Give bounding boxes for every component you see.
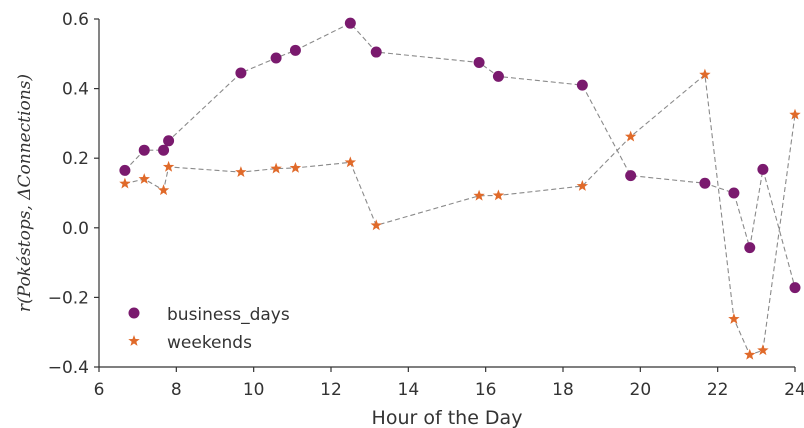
y-tick-label: 0.4: [62, 80, 89, 100]
data-point-business_days: [492, 70, 504, 82]
data-point-business_days: [473, 57, 485, 68]
y-tick-label: 0.2: [62, 149, 89, 169]
x-tick-label: 16: [475, 380, 497, 400]
data-point-weekends: [492, 189, 505, 201]
x-axis-title: Hour of the Day: [372, 407, 523, 428]
series-line-business_days: [124, 22, 796, 288]
data-point-business_days: [576, 79, 588, 91]
x-tick-label: 8: [171, 380, 182, 400]
data-point-business_days: [789, 282, 801, 294]
y-axis-title: r(Pokéstops, ΔConnections): [15, 74, 35, 312]
series-line-weekends: [124, 73, 796, 356]
data-point-weekends: [370, 219, 382, 231]
data-point-business_days: [344, 17, 356, 29]
data-point-business_days: [370, 46, 382, 58]
data-point-weekends: [157, 184, 170, 196]
x-tick-label: 10: [243, 380, 265, 400]
y-tick-label: 0.0: [62, 219, 89, 239]
x-tick-label: 20: [630, 380, 652, 400]
data-point-business_days: [235, 67, 247, 79]
data-point-weekends: [624, 130, 637, 142]
data-point-weekends: [119, 177, 131, 189]
y-tick-label: −0.2: [48, 288, 89, 308]
data-point-weekends: [344, 156, 357, 168]
legend-marker-weekends: [128, 335, 140, 346]
data-point-business_days: [699, 177, 711, 189]
legend-marker-business-days: [128, 307, 140, 319]
x-tick-label: 14: [398, 380, 420, 400]
data-point-business_days: [163, 135, 175, 147]
data-point-business_days: [158, 144, 170, 156]
data-point-weekends: [744, 348, 756, 360]
data-point-weekends: [473, 189, 485, 201]
legend-label-weekends: weekends: [167, 333, 252, 353]
data-point-business_days: [138, 144, 150, 156]
x-tick-label: 22: [707, 380, 729, 400]
x-tick-label: 6: [94, 380, 105, 400]
y-tick-label: −0.4: [48, 358, 89, 378]
data-point-weekends: [289, 161, 302, 173]
data-point-business_days: [757, 163, 769, 175]
data-point-weekends: [270, 162, 282, 174]
points-layer: [119, 17, 801, 360]
y-tick-label: 0.6: [62, 10, 89, 30]
data-point-business_days: [289, 44, 301, 56]
data-point-weekends: [728, 312, 740, 324]
legend: business_days weekends: [128, 305, 290, 353]
data-point-weekends: [757, 344, 769, 356]
x-tick-label: 18: [552, 380, 574, 400]
data-point-weekends: [162, 160, 175, 172]
data-point-business_days: [119, 164, 131, 176]
data-point-business_days: [728, 187, 740, 199]
x-tick-label: 24: [784, 380, 804, 400]
data-point-weekends: [699, 68, 711, 80]
ticks-layer: 6 8 10 12 14 16 18 20 22 24 −0.4 −0.2 0.0 0.2 0.4 0.6: [48, 10, 804, 400]
x-tick-label: 12: [320, 380, 342, 400]
data-point-weekends: [235, 166, 247, 177]
data-point-weekends: [576, 180, 589, 191]
data-point-business_days: [744, 242, 756, 254]
data-point-weekends: [138, 173, 150, 184]
legend-label-business-days: business_days: [167, 305, 290, 325]
data-point-business_days: [625, 170, 637, 182]
data-point-weekends: [789, 108, 801, 120]
data-point-business_days: [270, 52, 282, 64]
